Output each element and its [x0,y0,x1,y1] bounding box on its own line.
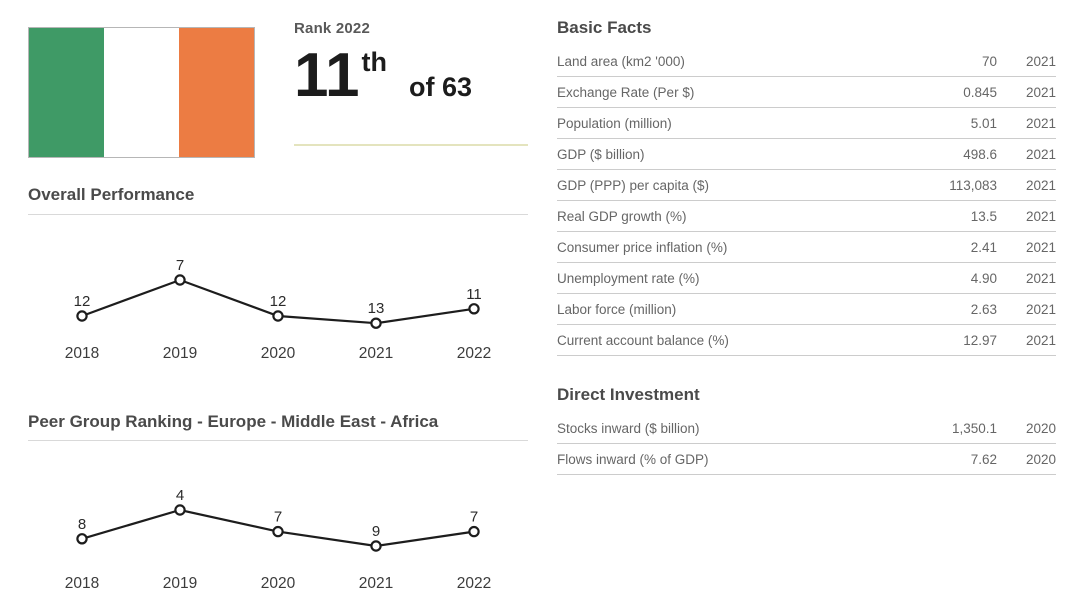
data-point-marker [174,274,186,286]
fact-value: 2.41 [970,239,997,255]
fact-value: 2.63 [970,301,997,317]
fact-year: 2021 [1025,301,1056,317]
basic-facts-title: Basic Facts [557,18,652,37]
peer-group-ranking-divider [28,440,528,441]
rank-block: Rank 2022 11th of 63 [294,20,528,107]
x-axis-year-label: 2019 [163,575,197,592]
fact-label: Flows inward (% of GDP) [557,451,709,467]
peer-group-ranking-title: Peer Group Ranking - Europe - Middle Eas… [28,412,439,431]
flag-stripe-orange [179,28,254,157]
table-row: Exchange Rate (Per $) 0.845 2021 [557,77,1056,108]
x-axis-year-label: 2019 [163,345,197,362]
table-row: GDP (PPP) per capita ($) 113,083 2021 [557,170,1056,201]
table-row: GDP ($ billion) 498.6 2021 [557,139,1056,170]
table-row: Population (million) 5.01 2021 [557,108,1056,139]
rank-of-total: of 63 [409,72,473,102]
fact-value: 12.97 [963,332,997,348]
data-point-marker [272,525,284,538]
fact-label: Consumer price inflation (%) [557,239,728,255]
data-point-label: 8 [78,516,86,533]
data-point-label: 4 [176,487,184,504]
data-point-marker [174,504,186,516]
fact-value: 13.5 [970,208,997,224]
table-row: Labor force (million) 2.63 2021 [557,294,1056,325]
rank-ordinal-suffix: th [361,47,388,77]
data-point-marker [76,310,88,322]
fact-value: 7.62 [970,451,997,467]
flag-stripe-white [104,28,179,157]
data-point-marker [370,317,382,329]
data-point-marker [468,525,480,538]
data-point-label: 9 [372,523,380,540]
x-axis-year-label: 2020 [261,345,296,362]
data-point-label: 12 [270,293,287,310]
data-point-label: 7 [470,509,478,526]
peer-group-ranking-chart: 8 2018 4 2019 7 2020 9 2021 7 2022 [65,487,491,592]
data-point-marker [272,310,284,322]
rank-number: 11 [294,41,360,110]
fact-year: 2021 [1025,146,1056,162]
direct-investment-title: Direct Investment [557,385,700,404]
rank-underline [294,144,528,146]
overall-performance-chart: 12 2018 7 2019 12 2020 13 2021 11 2022 [65,257,491,362]
fact-label: Current account balance (%) [557,332,729,348]
fact-label: Labor force (million) [557,301,677,317]
flag-stripe-green [29,28,104,157]
fact-year: 2020 [1025,420,1056,436]
table-row: Unemployment rate (%) 4.90 2021 [557,263,1056,294]
x-axis-year-label: 2021 [359,345,393,362]
data-point-label: 7 [176,257,184,274]
data-point-marker [76,533,88,545]
fact-value: 1,350.1 [951,420,997,436]
x-axis-year-label: 2021 [359,575,393,592]
fact-year: 2020 [1025,451,1056,467]
data-point-label: 12 [74,293,91,310]
facts-column: Basic Facts Land area (km2 '000) 70 2021… [557,18,1056,475]
table-row: Flows inward (% of GDP) 7.62 2020 [557,444,1056,475]
table-row: Real GDP growth (%) 13.5 2021 [557,201,1056,232]
fact-value: 498.6 [963,146,997,162]
data-point-marker [468,303,480,315]
x-axis-year-label: 2022 [457,345,491,362]
fact-label: Real GDP growth (%) [557,208,687,224]
fact-label: GDP ($ billion) [557,146,645,162]
fact-label: Unemployment rate (%) [557,270,700,286]
fact-value: 113,083 [949,177,997,193]
table-row: Land area (km2 '000) 70 2021 [557,46,1056,77]
fact-label: Population (million) [557,115,672,131]
fact-value: 4.90 [970,270,997,286]
fact-year: 2021 [1025,270,1056,286]
x-axis-year-label: 2018 [65,575,99,592]
table-row: Consumer price inflation (%) 2.41 2021 [557,232,1056,263]
fact-label: Land area (km2 '000) [557,53,685,69]
table-row: Stocks inward ($ billion) 1,350.1 2020 [557,413,1056,444]
x-axis-year-label: 2018 [65,345,99,362]
rank-label: Rank 2022 [294,20,371,37]
fact-value: 5.01 [970,115,997,131]
x-axis-year-label: 2020 [261,575,296,592]
fact-year: 2021 [1025,332,1056,348]
fact-year: 2021 [1025,177,1056,193]
fact-year: 2021 [1025,239,1056,255]
table-row: Current account balance (%) 12.97 2021 [557,325,1056,356]
overall-performance-title: Overall Performance [28,185,195,204]
fact-value: 0.845 [963,84,997,100]
fact-label: GDP (PPP) per capita ($) [557,177,710,193]
data-point-label: 11 [466,286,482,303]
ireland-flag [28,27,255,158]
fact-year: 2021 [1025,84,1056,100]
fact-label: Stocks inward ($ billion) [557,420,700,436]
fact-year: 2021 [1025,53,1056,69]
fact-value: 70 [981,53,997,69]
fact-label: Exchange Rate (Per $) [557,84,695,100]
overall-performance-divider [28,214,528,215]
fact-year: 2021 [1025,208,1056,224]
x-axis-year-label: 2022 [457,575,491,592]
data-point-label: 13 [368,300,385,317]
data-point-label: 7 [274,509,282,526]
data-point-marker [370,540,382,552]
rank-value: 11thof 63 [294,45,528,107]
fact-year: 2021 [1025,115,1056,131]
